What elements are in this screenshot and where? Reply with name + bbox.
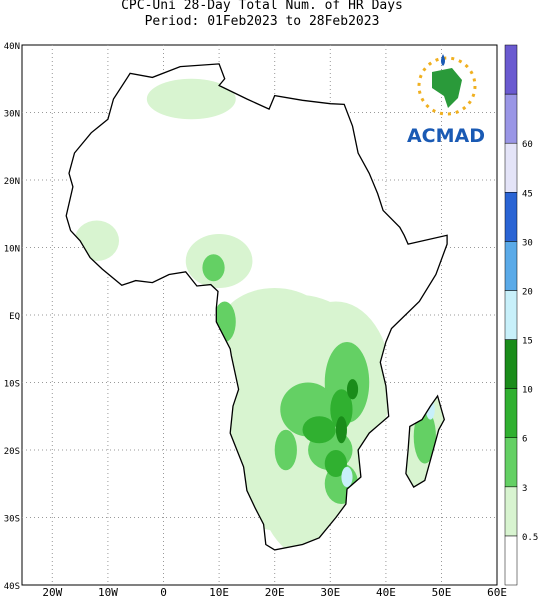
lat-label: 40S xyxy=(4,582,20,592)
lon-label: 0 xyxy=(160,586,167,599)
colorbar-bin xyxy=(504,44,518,95)
title-line: CPC-Uni 28-Day Total Num. of HR Days xyxy=(121,0,403,13)
colorbar-label: 10 xyxy=(522,386,533,396)
precip-area xyxy=(346,379,359,400)
colorbar-label: 45 xyxy=(522,189,533,199)
lon-label: 10W xyxy=(98,586,118,599)
logo-text: ACMAD xyxy=(407,125,485,147)
colorbar-bin xyxy=(504,535,518,586)
precip-area xyxy=(274,429,297,471)
logo: ACMAD xyxy=(407,54,485,147)
colorbar-bin xyxy=(504,388,518,438)
lon-label: 30E xyxy=(320,586,340,599)
lat-label: 10N xyxy=(4,245,20,255)
lon-label: 60E xyxy=(487,586,507,599)
axis-labels: 20W 10W 0 10E 20E 30E 40E 50E 60E 40N 30N 20N 10N EQ 1… xyxy=(4,42,507,599)
precip-area xyxy=(219,288,331,369)
lat-label: EQ xyxy=(9,312,20,322)
lat-label: 10S xyxy=(4,380,20,390)
lat-label: 40N xyxy=(4,42,20,52)
precip-areas xyxy=(74,78,448,550)
precip-area xyxy=(335,416,347,444)
precip-area xyxy=(341,466,353,488)
colorbar-bin xyxy=(504,192,518,242)
colorbar-label: 6 xyxy=(522,435,527,445)
lon-label: 40E xyxy=(376,586,396,599)
precip-area xyxy=(413,409,436,464)
colorbar-label: 60 xyxy=(522,140,533,150)
lat-label: 20S xyxy=(4,447,20,457)
colorbar: 0.5 3 6 10 15 20 30 45 60 xyxy=(504,44,538,586)
lat-label: 20N xyxy=(4,177,20,187)
coastline xyxy=(405,394,445,488)
colorbar-bin xyxy=(504,437,518,488)
lat-label: 30N xyxy=(4,110,20,120)
precip-area xyxy=(302,416,336,444)
title-line: Period: 01Feb2023 to 28Feb2023 xyxy=(145,14,380,29)
precip-area xyxy=(324,450,347,477)
lon-label: 50E xyxy=(432,586,452,599)
colorbar-bin xyxy=(504,339,518,389)
colorbar-label: 3 xyxy=(522,484,527,494)
precip-area xyxy=(146,78,236,120)
colorbar-label: 15 xyxy=(522,337,533,347)
colorbar-bin xyxy=(504,241,518,291)
coastline xyxy=(65,63,448,551)
precip-area xyxy=(202,254,225,282)
lon-label: 10E xyxy=(209,586,229,599)
colorbar-label: 0.5 xyxy=(522,533,538,543)
lon-label: 20W xyxy=(42,586,62,599)
colorbar-bin xyxy=(504,486,518,537)
colorbar-label: 30 xyxy=(522,238,533,248)
colorbar-bin xyxy=(504,93,518,144)
colorbar-bin xyxy=(504,142,518,193)
precip-area xyxy=(330,389,353,430)
colorbar-bin xyxy=(504,290,518,340)
lat-label: 30S xyxy=(4,515,20,525)
lon-label: 20E xyxy=(265,586,285,599)
colorbar-label: 20 xyxy=(522,287,533,297)
land xyxy=(65,63,448,551)
